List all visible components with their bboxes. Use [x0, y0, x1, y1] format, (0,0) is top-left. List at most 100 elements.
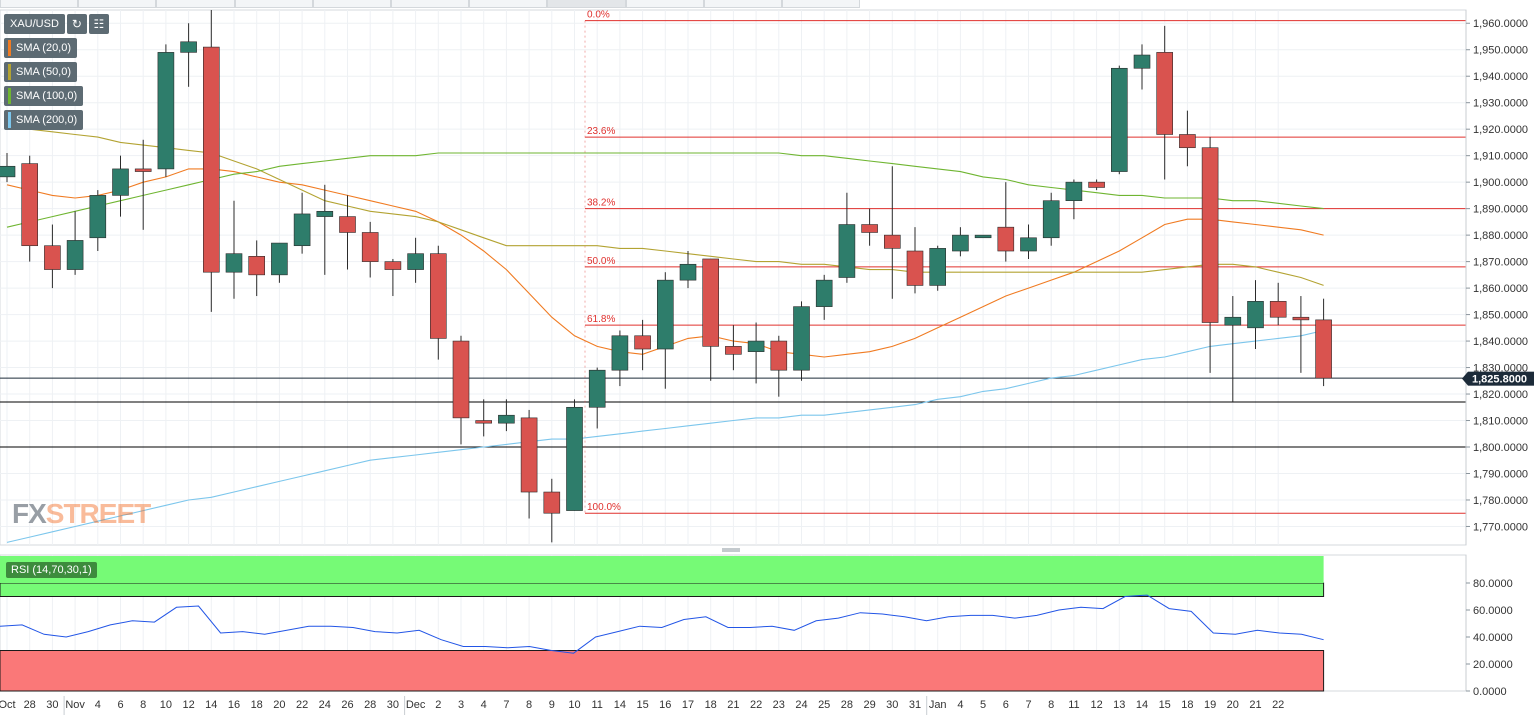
candle-body: [1224, 316, 1242, 326]
candle-body: [1111, 67, 1128, 172]
top-tab-9[interactable]: [703, 0, 782, 8]
fib-label-0: 0.0%: [587, 10, 610, 21]
rsi-tick-label: 0.0000: [1473, 686, 1507, 698]
candle-25: [566, 399, 583, 511]
x-tick-label: 5: [980, 699, 986, 711]
x-tick-label: 25: [818, 699, 830, 711]
candle-body: [656, 279, 674, 350]
candle-19: [429, 245, 447, 360]
top-tab-6[interactable]: [469, 0, 548, 8]
candle-body: [452, 340, 470, 419]
candle-34: [770, 335, 788, 397]
top-tab-0[interactable]: [0, 0, 79, 8]
price-axis: 1,770.0000 1,780.0000 1,790.0000 1,800.0000…: [1465, 10, 1528, 545]
candle-body: [1247, 301, 1264, 329]
candle-22: [498, 399, 515, 432]
top-tab-3[interactable]: [234, 0, 313, 8]
candle-50: [1133, 44, 1151, 90]
candle-body: [1179, 134, 1196, 149]
top-tab-5[interactable]: [390, 0, 470, 8]
price-tick-label: 1,820.0000: [1473, 389, 1528, 401]
top-tab-7[interactable]: [547, 0, 626, 8]
candle-38: [861, 208, 878, 246]
candle-body: [861, 224, 878, 233]
candle-46: [1042, 192, 1060, 246]
sma-50-label: SMA (50,0): [16, 66, 72, 78]
candle-4: [89, 190, 107, 252]
x-tick-label: 7: [1025, 699, 1031, 711]
rsi-tick-label: 60.0000: [1473, 605, 1513, 617]
current-price-pointer: [1462, 371, 1468, 386]
sma-100-label: SMA (100,0): [16, 90, 78, 102]
candle-47: [1065, 179, 1083, 220]
candle-body: [634, 335, 651, 350]
x-tick-label: 2: [435, 699, 441, 711]
x-tick-label: Nov: [65, 699, 85, 711]
sma-200-tag[interactable]: SMA (200,0): [4, 110, 84, 130]
candle-6: [134, 139, 152, 230]
x-tick-label: 16: [228, 699, 240, 711]
candle-37: [838, 192, 856, 283]
candle-57: [1292, 296, 1310, 373]
x-tick-label: 16: [659, 699, 671, 711]
x-tick-label: 22: [1272, 699, 1284, 711]
sma-20-label: SMA (20,0): [16, 42, 72, 54]
top-tab-8[interactable]: [625, 0, 704, 8]
candle-48: [1088, 179, 1105, 191]
candle-16: [361, 221, 379, 278]
price-tick-label: 1,790.0000: [1473, 468, 1528, 480]
sma-200-label: SMA (200,0): [16, 114, 78, 126]
current-price-box: [1468, 371, 1534, 386]
candle-body: [747, 340, 765, 352]
fib-label-5: 100.0%: [587, 502, 621, 513]
rsi-label[interactable]: RSI (14,70,30,1): [6, 562, 97, 578]
candle-body: [180, 41, 197, 53]
candle-body: [1315, 319, 1332, 379]
x-tick-label: 9: [549, 699, 555, 711]
top-tab-4[interactable]: [312, 0, 391, 8]
rsi-tick-label: 80.0000: [1473, 578, 1513, 590]
rsi-oversold-zone: [0, 650, 1325, 692]
symbol-label[interactable]: XAU/USD: [4, 14, 65, 34]
candle-17: [384, 258, 402, 297]
price-tick-label: 1,940.0000: [1473, 71, 1528, 83]
x-tick-label: 4: [481, 699, 487, 711]
candle-body: [974, 234, 992, 239]
sma-20-tag[interactable]: SMA (20,0): [4, 38, 78, 58]
price-tick-label: 1,920.0000: [1473, 124, 1528, 136]
sma-50-tag[interactable]: SMA (50,0): [4, 62, 78, 82]
x-tick-label: 4: [95, 699, 101, 711]
x-tick-label: 3: [458, 699, 464, 711]
candle-2: [44, 224, 61, 289]
candle-body: [611, 335, 629, 371]
candle-body: [1042, 200, 1060, 239]
candle-45: [1020, 224, 1037, 259]
x-tick-label: 4: [957, 699, 963, 711]
candle-27: [611, 330, 629, 387]
x-tick-label: 7: [503, 699, 509, 711]
price-tick-label: 1,930.0000: [1473, 98, 1528, 110]
x-tick-label: 20: [273, 699, 285, 711]
x-tick-label: 18: [251, 699, 263, 711]
candle-35: [793, 301, 810, 381]
candle-51: [1156, 25, 1173, 180]
sma-100-tag[interactable]: SMA (100,0): [4, 86, 84, 106]
candle-8: [180, 23, 197, 87]
top-tab-1[interactable]: [78, 0, 157, 8]
candle-body: [293, 213, 311, 247]
top-tab-2[interactable]: [156, 0, 235, 8]
top-tab-10[interactable]: [781, 0, 861, 8]
x-tick-label: 23: [773, 699, 785, 711]
candle-body: [475, 420, 493, 424]
candle-body: [997, 226, 1015, 252]
candle-body: [952, 234, 969, 252]
price-tick-label: 1,780.0000: [1473, 495, 1528, 507]
price-tick-label: 1,900.0000: [1473, 177, 1528, 189]
fib-label-1: 23.6%: [587, 126, 615, 137]
candle-body: [883, 234, 901, 249]
indicators-icon[interactable]: ☷: [88, 14, 109, 34]
sma-100-row: SMA (100,0): [4, 86, 109, 106]
x-tick-label: 18: [705, 699, 717, 711]
refresh-icon[interactable]: ↻: [66, 14, 87, 34]
